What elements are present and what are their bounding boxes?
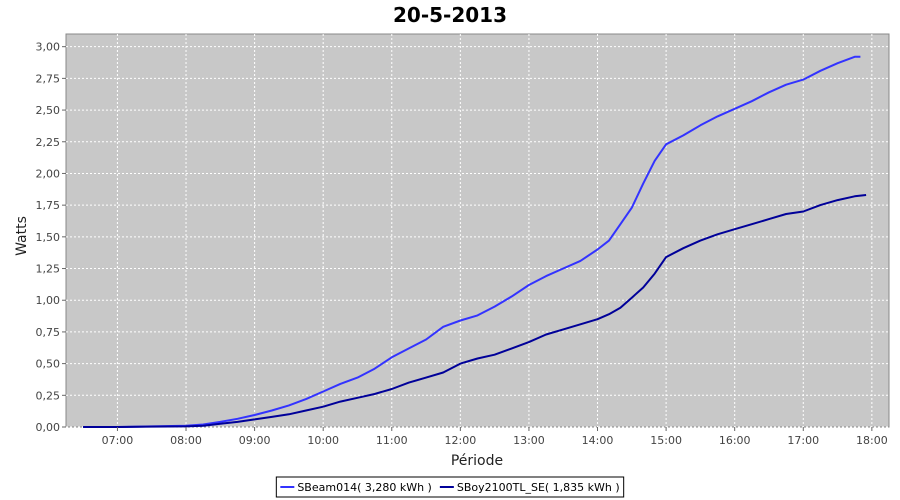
series-lines — [83, 55, 867, 428]
y-tick-label: 0,00 — [36, 421, 61, 434]
x-tick-label: 16:00 — [719, 434, 751, 447]
x-tick-label: 17:00 — [787, 434, 819, 447]
x-tick-label: 09:00 — [239, 434, 271, 447]
x-axis-label: Périodе — [451, 453, 503, 469]
x-axis: 07:00 08:00 09:00 10:00 11:00 12:00 13:00 14:00… — [102, 427, 888, 447]
y-axis: 0,00 0,25 0,50 0,75 1,00 1,25 1,50 1,75 2,00 2,25… — [36, 41, 66, 434]
chart-title: 20-5-2013 — [393, 3, 507, 27]
y-tick-label: 1,00 — [36, 294, 61, 307]
y-tick-label: 1,50 — [36, 231, 61, 244]
y-tick-label: 2,25 — [36, 136, 61, 149]
y-axis-label: Watts — [14, 216, 30, 256]
x-tick-label: 18:00 — [856, 434, 888, 447]
y-tick-label: 2,00 — [36, 167, 61, 180]
legend-label: SBoy2100TL_SE( 1,835 kWh ) — [457, 481, 620, 494]
y-tick-label: 0,25 — [36, 389, 61, 402]
y-tick-label: 1,75 — [36, 199, 61, 212]
x-tick-label: 12:00 — [445, 434, 477, 447]
series-line-0 — [83, 55, 861, 428]
y-tick-label: 3,00 — [36, 41, 61, 54]
y-tick-label: 2,75 — [36, 72, 61, 85]
x-tick-label: 08:00 — [170, 434, 202, 447]
grid-lines — [66, 34, 889, 428]
y-tick-label: 2,50 — [36, 104, 61, 117]
x-tick-label: 07:00 — [102, 434, 134, 447]
x-tick-label: 10:00 — [307, 434, 339, 447]
plot-area — [65, 33, 890, 428]
y-tick-label: 0,75 — [36, 326, 61, 339]
x-tick-label: 14:00 — [582, 434, 614, 447]
legend-item: SBoy2100TL_SE( 1,835 kWh ) — [439, 481, 620, 494]
legend-label: SBeam014( 3,280 kWh ) — [297, 481, 432, 494]
y-tick-label: 1,25 — [36, 263, 61, 276]
legend-item: SBeam014( 3,280 kWh ) — [280, 481, 432, 494]
x-tick-label: 13:00 — [513, 434, 545, 447]
legend: SBeam014( 3,280 kWh ) SBoy2100TL_SE( 1,83… — [275, 476, 625, 498]
y-tick-label: 0,50 — [36, 358, 61, 371]
x-tick-label: 15:00 — [650, 434, 682, 447]
x-tick-label: 11:00 — [376, 434, 408, 447]
series-line-1 — [83, 194, 867, 428]
